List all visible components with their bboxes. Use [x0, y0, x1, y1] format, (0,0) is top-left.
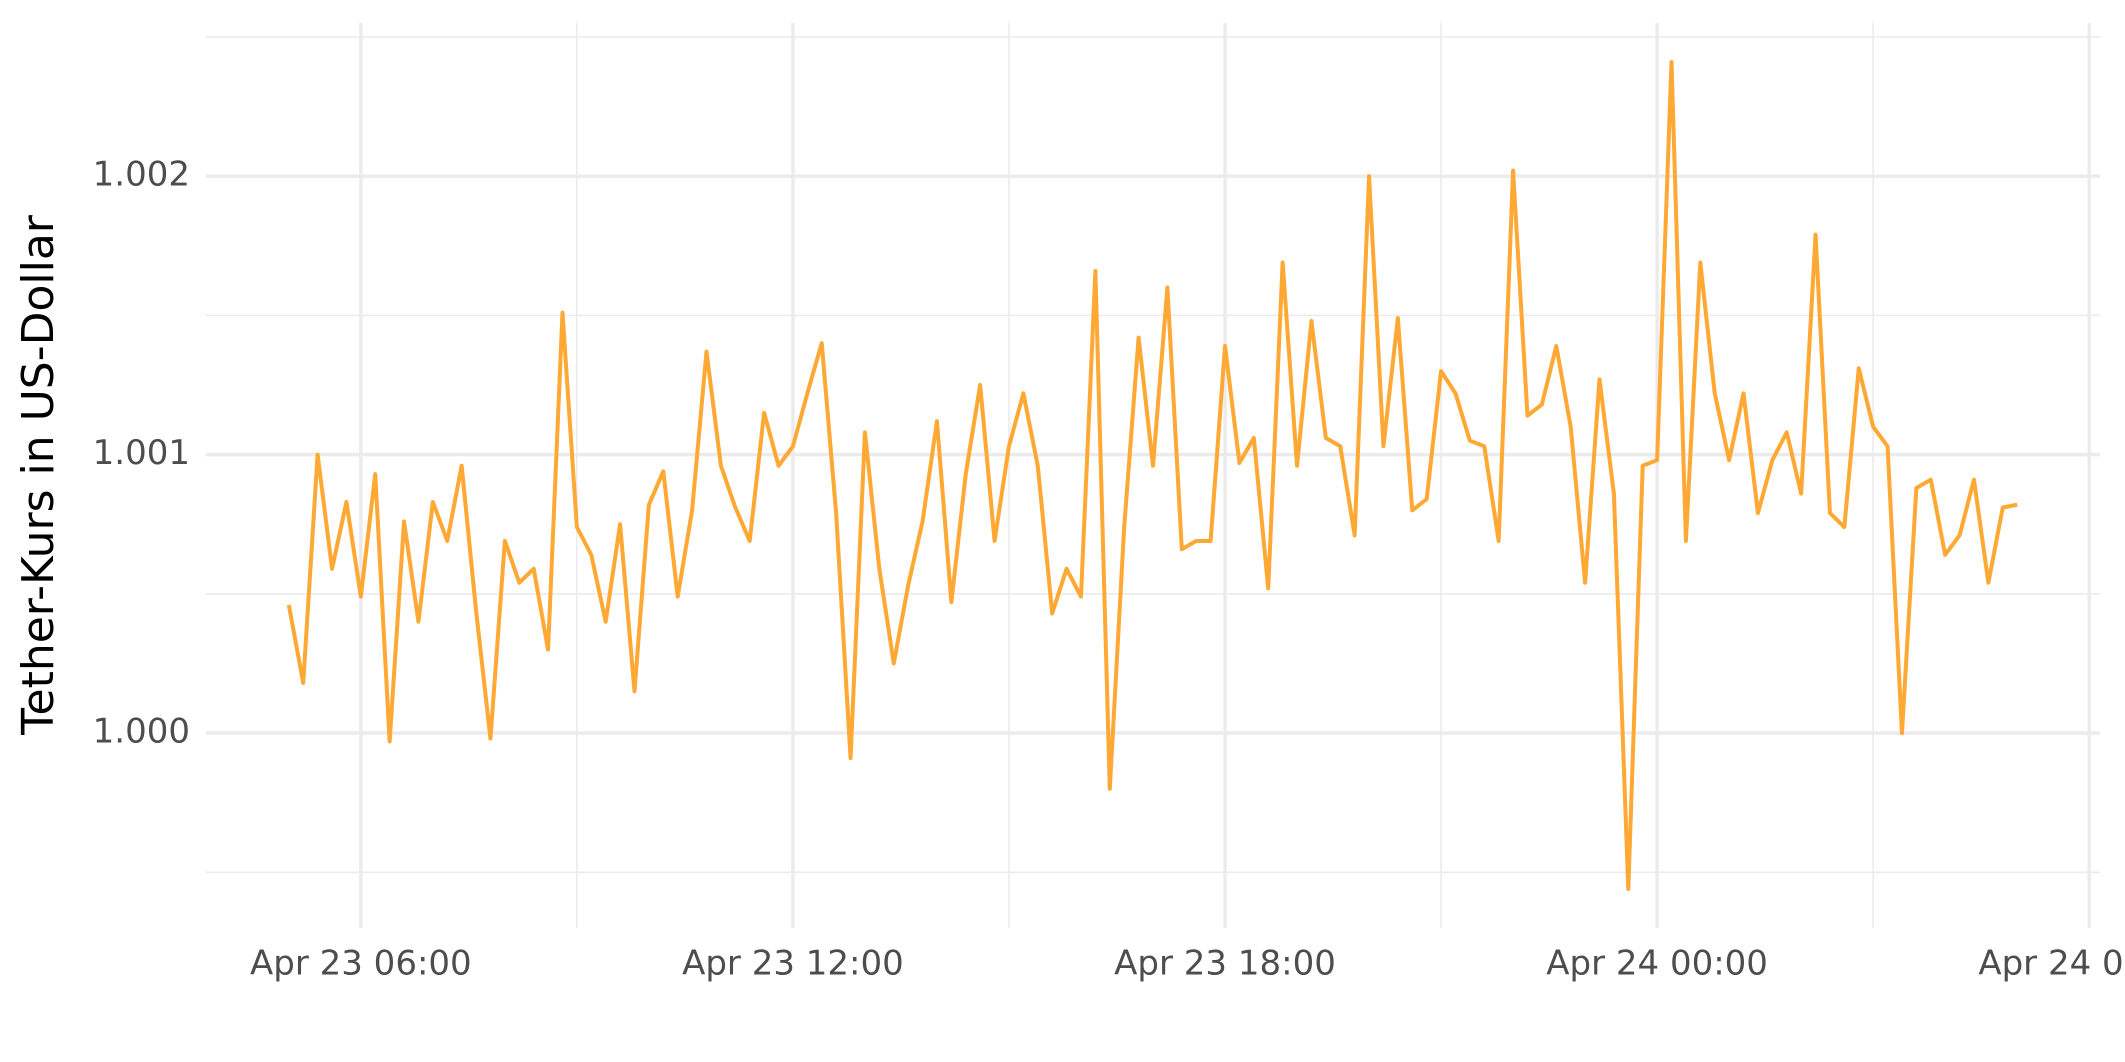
- y-axis-title: Tether-Kurs in US-Dollar: [13, 214, 64, 736]
- y-tick-label: 1.001: [93, 433, 190, 473]
- y-tick-label: 1.002: [93, 155, 190, 195]
- data-line: [286, 59, 2018, 892]
- x-tick-label: Apr 24 00:00: [1546, 944, 1768, 984]
- x-tick-label: Apr 23 18:00: [1114, 944, 1336, 984]
- x-tick-label: Apr 23 06:00: [250, 944, 472, 984]
- x-tick-label: Apr 24 06:00: [1978, 944, 2125, 984]
- x-tick-label: Apr 23 12:00: [682, 944, 904, 984]
- y-tick-label: 1.000: [93, 712, 190, 752]
